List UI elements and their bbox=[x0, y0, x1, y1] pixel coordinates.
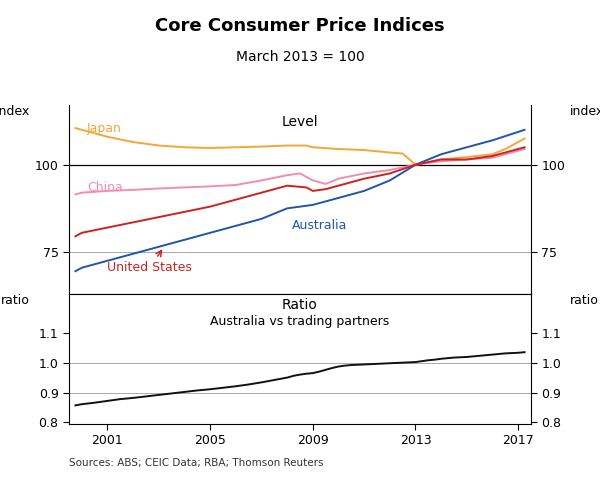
Text: Sources: ABS; CEIC Data; RBA; Thomson Reuters: Sources: ABS; CEIC Data; RBA; Thomson Re… bbox=[69, 458, 323, 468]
Text: China: China bbox=[87, 181, 123, 194]
Text: ratio: ratio bbox=[570, 294, 599, 307]
Text: Ratio: Ratio bbox=[282, 298, 318, 312]
Text: index: index bbox=[570, 105, 600, 118]
Text: United States: United States bbox=[107, 251, 193, 274]
Text: index: index bbox=[0, 105, 30, 118]
Text: Australia vs trading partners: Australia vs trading partners bbox=[211, 315, 389, 328]
Text: Core Consumer Price Indices: Core Consumer Price Indices bbox=[155, 17, 445, 35]
Text: ratio: ratio bbox=[1, 294, 30, 307]
Text: March 2013 = 100: March 2013 = 100 bbox=[236, 50, 364, 64]
Text: Level: Level bbox=[281, 115, 319, 129]
Text: Australia: Australia bbox=[292, 219, 347, 232]
Text: Japan: Japan bbox=[87, 122, 122, 135]
